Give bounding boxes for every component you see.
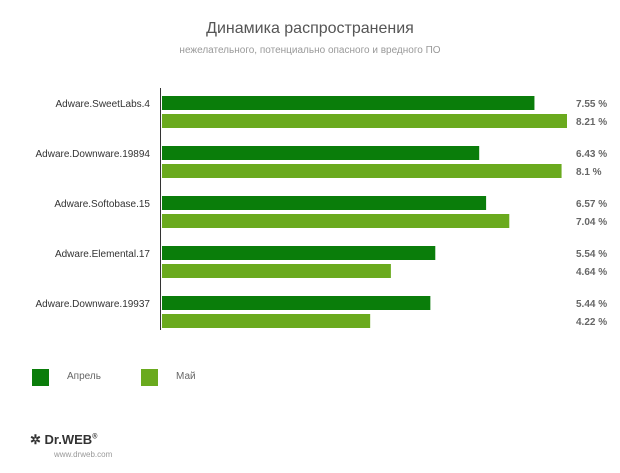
bar <box>162 164 562 178</box>
data-label: 4.64 % <box>576 267 607 278</box>
data-label: 7.04 % <box>576 217 607 228</box>
category-label: Adware.Elemental.17 <box>55 249 150 260</box>
category-label: Adware.SweetLabs.4 <box>55 99 150 110</box>
chart-title: Динамика распространения <box>206 20 414 37</box>
bar <box>162 314 371 328</box>
data-label: 6.43 % <box>576 149 607 160</box>
data-label: 5.54 % <box>576 249 607 260</box>
bar <box>162 96 535 110</box>
legend-swatch-april <box>32 369 49 386</box>
bar <box>162 214 510 228</box>
chart-subtitle: нежелательного, потенциально опасного и … <box>179 45 441 56</box>
drweb-logo: ✲ Dr.WEB® <box>30 432 98 447</box>
legend-label-may: Май <box>176 371 196 382</box>
data-label: 7.55 % <box>576 99 607 110</box>
spider-icon: ✲ <box>30 432 41 447</box>
category-label: Adware.Softobase.15 <box>54 199 150 210</box>
data-label: 5.44 % <box>576 299 607 310</box>
category-label: Adware.Downware.19894 <box>35 149 150 160</box>
bar <box>162 264 391 278</box>
bar <box>162 146 480 160</box>
data-label: 6.57 % <box>576 199 607 210</box>
data-label: 8.21 % <box>576 117 607 128</box>
legend-swatch-may <box>141 369 158 386</box>
legend-label-april: Апрель <box>67 371 101 382</box>
bar <box>162 296 431 310</box>
category-label: Adware.Downware.19937 <box>35 299 150 310</box>
bar <box>162 246 436 260</box>
bar <box>162 196 487 210</box>
bar <box>162 114 567 128</box>
logo-url: www.drweb.com <box>54 450 113 459</box>
data-label: 8.1 % <box>576 167 602 178</box>
data-label: 4.22 % <box>576 317 607 328</box>
